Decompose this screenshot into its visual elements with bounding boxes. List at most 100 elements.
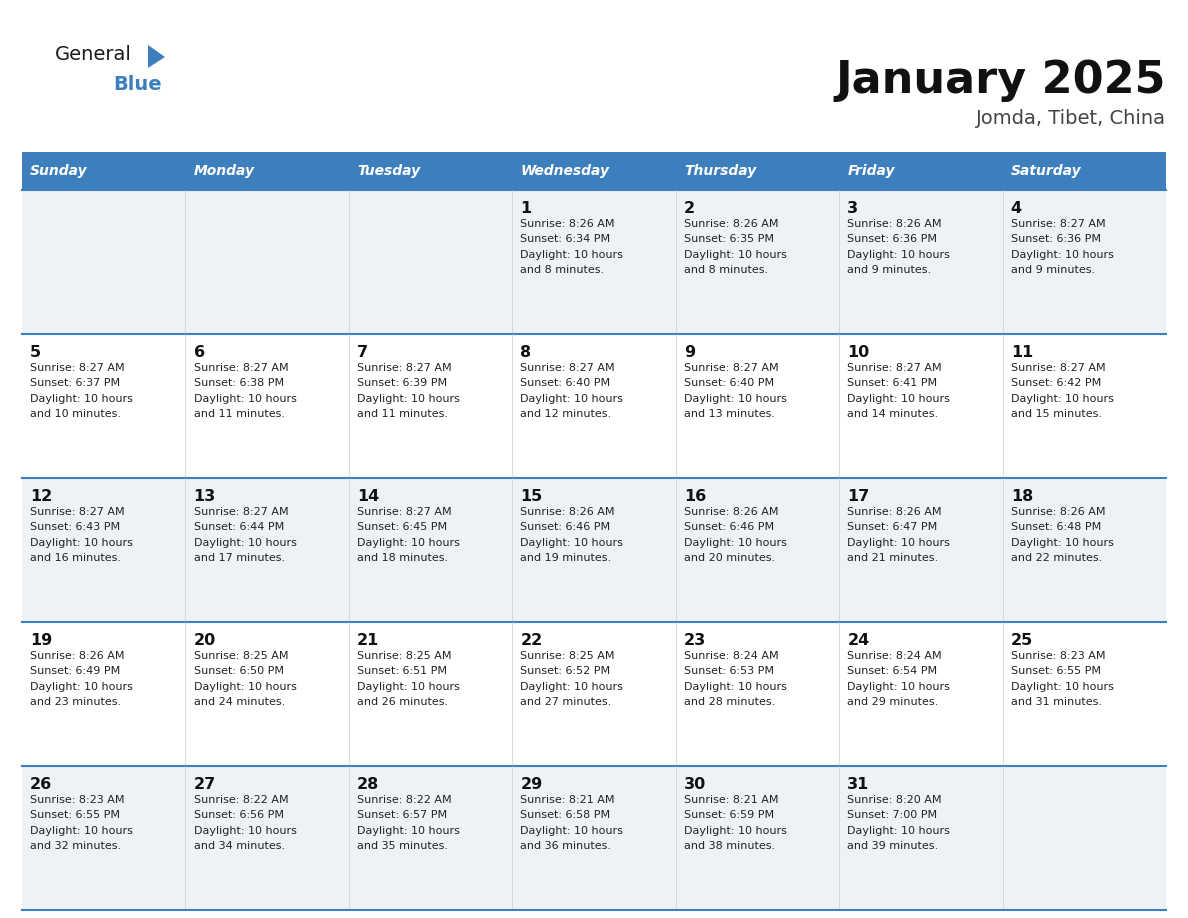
Text: and 9 minutes.: and 9 minutes. (1011, 265, 1095, 275)
Text: Daylight: 10 hours: Daylight: 10 hours (1011, 250, 1113, 260)
Text: Sunset: 6:48 PM: Sunset: 6:48 PM (1011, 522, 1101, 532)
Text: 22: 22 (520, 633, 543, 647)
Text: Daylight: 10 hours: Daylight: 10 hours (684, 825, 786, 835)
Bar (676, 152, 839, 190)
Text: and 36 minutes.: and 36 minutes. (520, 841, 612, 851)
Text: 2: 2 (684, 201, 695, 216)
Text: and 39 minutes.: and 39 minutes. (847, 841, 939, 851)
Text: and 16 minutes.: and 16 minutes. (30, 554, 121, 563)
Text: Jomda, Tibet, China: Jomda, Tibet, China (977, 108, 1165, 128)
Text: 17: 17 (847, 488, 870, 504)
Text: Sunset: 6:37 PM: Sunset: 6:37 PM (30, 378, 120, 388)
Text: Sunset: 6:55 PM: Sunset: 6:55 PM (1011, 666, 1101, 677)
Text: and 26 minutes.: and 26 minutes. (358, 697, 448, 707)
Text: Sunrise: 8:22 AM: Sunrise: 8:22 AM (358, 795, 451, 805)
Text: 11: 11 (1011, 344, 1034, 360)
Text: and 11 minutes.: and 11 minutes. (358, 409, 448, 420)
Text: Daylight: 10 hours: Daylight: 10 hours (520, 682, 624, 691)
Text: Sunset: 6:57 PM: Sunset: 6:57 PM (358, 811, 447, 820)
Text: Sunrise: 8:27 AM: Sunrise: 8:27 AM (520, 363, 615, 373)
Text: Daylight: 10 hours: Daylight: 10 hours (847, 250, 950, 260)
Text: and 23 minutes.: and 23 minutes. (30, 697, 121, 707)
Text: Daylight: 10 hours: Daylight: 10 hours (358, 825, 460, 835)
Text: Sunset: 7:00 PM: Sunset: 7:00 PM (847, 811, 937, 820)
Bar (23, 334, 1165, 478)
Text: Sunset: 6:36 PM: Sunset: 6:36 PM (847, 234, 937, 244)
Text: Daylight: 10 hours: Daylight: 10 hours (520, 825, 624, 835)
Text: Sunrise: 8:26 AM: Sunrise: 8:26 AM (847, 218, 942, 229)
Text: and 24 minutes.: and 24 minutes. (194, 697, 285, 707)
Text: Sunrise: 8:23 AM: Sunrise: 8:23 AM (30, 795, 125, 805)
Text: Daylight: 10 hours: Daylight: 10 hours (1011, 538, 1113, 548)
Text: 20: 20 (194, 633, 216, 647)
Text: Sunset: 6:39 PM: Sunset: 6:39 PM (358, 378, 447, 388)
Text: Daylight: 10 hours: Daylight: 10 hours (194, 538, 297, 548)
Text: Daylight: 10 hours: Daylight: 10 hours (520, 394, 624, 404)
Text: Sunrise: 8:27 AM: Sunrise: 8:27 AM (30, 507, 125, 517)
Text: and 31 minutes.: and 31 minutes. (1011, 697, 1101, 707)
Text: Sunrise: 8:27 AM: Sunrise: 8:27 AM (847, 363, 942, 373)
Text: January 2025: January 2025 (835, 59, 1165, 102)
Text: Sunset: 6:41 PM: Sunset: 6:41 PM (847, 378, 937, 388)
Text: Sunrise: 8:21 AM: Sunrise: 8:21 AM (520, 795, 615, 805)
Text: Sunrise: 8:26 AM: Sunrise: 8:26 AM (30, 651, 125, 661)
Bar (23, 152, 185, 190)
Text: and 38 minutes.: and 38 minutes. (684, 841, 775, 851)
Text: 1: 1 (520, 201, 531, 216)
Text: Daylight: 10 hours: Daylight: 10 hours (684, 394, 786, 404)
Text: Daylight: 10 hours: Daylight: 10 hours (1011, 394, 1113, 404)
Bar (23, 478, 1165, 622)
Text: Sunset: 6:42 PM: Sunset: 6:42 PM (1011, 378, 1101, 388)
Text: Sunset: 6:38 PM: Sunset: 6:38 PM (194, 378, 284, 388)
Text: Daylight: 10 hours: Daylight: 10 hours (30, 682, 133, 691)
Text: Daylight: 10 hours: Daylight: 10 hours (847, 394, 950, 404)
Bar (23, 622, 1165, 766)
Text: 7: 7 (358, 344, 368, 360)
Text: Sunrise: 8:24 AM: Sunrise: 8:24 AM (684, 651, 778, 661)
Text: Sunset: 6:55 PM: Sunset: 6:55 PM (30, 811, 120, 820)
Text: and 22 minutes.: and 22 minutes. (1011, 554, 1102, 563)
Text: Sunset: 6:53 PM: Sunset: 6:53 PM (684, 666, 773, 677)
Text: Sunrise: 8:20 AM: Sunrise: 8:20 AM (847, 795, 942, 805)
Text: Sunrise: 8:26 AM: Sunrise: 8:26 AM (847, 507, 942, 517)
Text: Daylight: 10 hours: Daylight: 10 hours (358, 394, 460, 404)
Text: Daylight: 10 hours: Daylight: 10 hours (194, 394, 297, 404)
Text: Sunset: 6:44 PM: Sunset: 6:44 PM (194, 522, 284, 532)
Text: Sunday: Sunday (30, 164, 88, 178)
Text: Daylight: 10 hours: Daylight: 10 hours (1011, 682, 1113, 691)
Text: Sunset: 6:56 PM: Sunset: 6:56 PM (194, 811, 284, 820)
Text: and 28 minutes.: and 28 minutes. (684, 697, 775, 707)
Text: 8: 8 (520, 344, 531, 360)
Text: Sunset: 6:43 PM: Sunset: 6:43 PM (30, 522, 120, 532)
Text: Sunset: 6:58 PM: Sunset: 6:58 PM (520, 811, 611, 820)
Text: Sunrise: 8:25 AM: Sunrise: 8:25 AM (358, 651, 451, 661)
Text: and 12 minutes.: and 12 minutes. (520, 409, 612, 420)
Text: 10: 10 (847, 344, 870, 360)
Text: Daylight: 10 hours: Daylight: 10 hours (684, 538, 786, 548)
Text: Sunrise: 8:27 AM: Sunrise: 8:27 AM (684, 363, 778, 373)
Text: Daylight: 10 hours: Daylight: 10 hours (194, 825, 297, 835)
Text: and 8 minutes.: and 8 minutes. (520, 265, 605, 275)
Text: and 34 minutes.: and 34 minutes. (194, 841, 285, 851)
Text: 14: 14 (358, 488, 379, 504)
Text: Sunset: 6:40 PM: Sunset: 6:40 PM (684, 378, 775, 388)
Text: 9: 9 (684, 344, 695, 360)
Text: Sunrise: 8:26 AM: Sunrise: 8:26 AM (520, 218, 615, 229)
Text: 18: 18 (1011, 488, 1034, 504)
Text: Sunrise: 8:26 AM: Sunrise: 8:26 AM (520, 507, 615, 517)
Text: Monday: Monday (194, 164, 254, 178)
Text: 24: 24 (847, 633, 870, 647)
Text: and 35 minutes.: and 35 minutes. (358, 841, 448, 851)
Text: Daylight: 10 hours: Daylight: 10 hours (520, 250, 624, 260)
Text: Tuesday: Tuesday (358, 164, 421, 178)
Text: Sunrise: 8:26 AM: Sunrise: 8:26 AM (1011, 507, 1105, 517)
Text: and 10 minutes.: and 10 minutes. (30, 409, 121, 420)
Text: Sunset: 6:36 PM: Sunset: 6:36 PM (1011, 234, 1101, 244)
Text: Sunrise: 8:25 AM: Sunrise: 8:25 AM (520, 651, 615, 661)
Text: Sunrise: 8:27 AM: Sunrise: 8:27 AM (358, 507, 451, 517)
Bar (185, 152, 349, 190)
Text: Sunset: 6:46 PM: Sunset: 6:46 PM (684, 522, 775, 532)
Text: Daylight: 10 hours: Daylight: 10 hours (847, 538, 950, 548)
Text: Sunset: 6:45 PM: Sunset: 6:45 PM (358, 522, 447, 532)
Bar (23, 766, 1165, 910)
